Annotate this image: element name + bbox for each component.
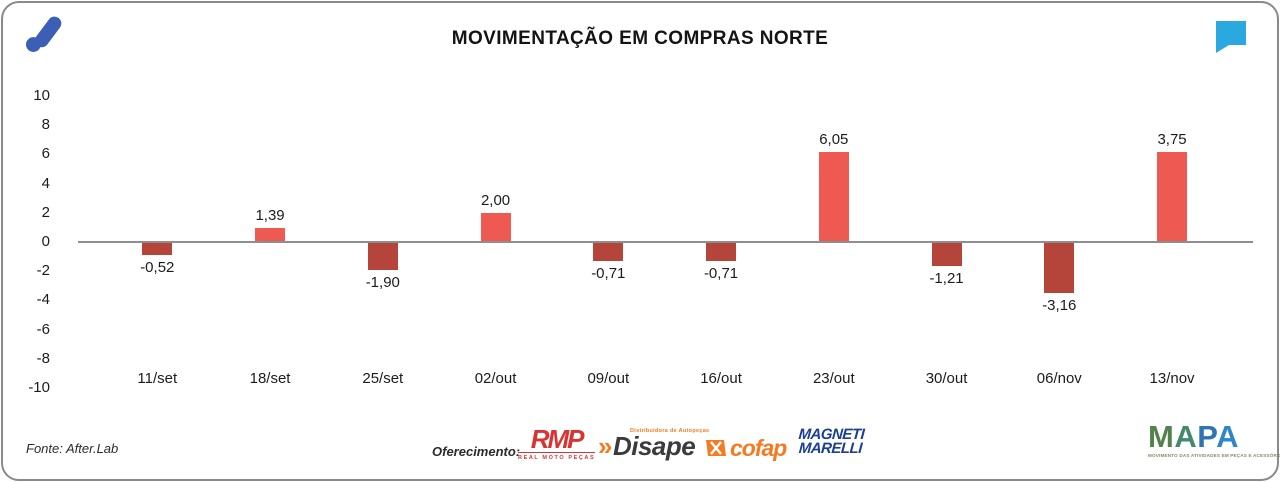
chart-title: MOVIMENTAÇÃO EM COMPRAS NORTE <box>451 28 829 49</box>
bar-value-label: -0,52 <box>140 259 175 276</box>
sponsor-label: Oferecimento: <box>432 444 521 459</box>
mapa-letter: M <box>1148 419 1175 454</box>
y-axis-tick-label: 4 <box>41 174 50 192</box>
rmp-wordmark: RMP <box>530 424 585 454</box>
bar-value-label: 3,75 <box>1157 131 1187 148</box>
mapa-letter: A <box>1174 419 1198 454</box>
bar <box>593 243 624 261</box>
x-axis-label: 23/out <box>812 370 855 387</box>
disape-logo: Distribuidora de Autopeças »Disape <box>598 428 709 460</box>
bar-value-label: -0,71 <box>591 265 626 282</box>
y-axis-tick-label: 0 <box>41 232 50 250</box>
bar-value-label: -3,16 <box>1042 297 1077 314</box>
x-axis-line <box>78 241 1253 243</box>
bar-value-label: 2,00 <box>480 192 511 209</box>
y-axis-tick-label: 2 <box>41 203 50 221</box>
cofap-wordmark: cofap <box>730 435 787 461</box>
mapa-word: MAPA <box>1148 419 1254 454</box>
mapa-letter: A <box>1216 419 1239 454</box>
magneti-line2: MARELLI <box>798 440 863 457</box>
y-axis-tick-label: -6 <box>36 320 50 338</box>
mapa-letter: P <box>1197 419 1217 454</box>
bar-value-label: -1,90 <box>365 274 400 291</box>
bar-value-label: -1,21 <box>929 270 964 287</box>
rmp-subtitle: REAL MOTO PEÇAS <box>518 452 596 461</box>
disape-name: Disape <box>612 431 696 461</box>
afterlab-logo-icon <box>26 16 62 52</box>
y-axis-tick-label: -8 <box>36 349 50 367</box>
bar <box>480 213 511 241</box>
x-axis-label: 13/nov <box>1149 370 1195 387</box>
afterlab-logo <box>26 15 64 53</box>
x-axis-label: 18/set <box>249 370 291 387</box>
rmp-logo: RMP REAL MOTO PEÇAS <box>518 424 596 461</box>
quote-mark-icon <box>1216 20 1246 54</box>
source-note: Fonte: After.Lab <box>26 441 119 456</box>
bar <box>706 243 737 261</box>
cofap-x-icon <box>706 440 726 456</box>
cofap-logo: cofap <box>704 435 787 461</box>
disape-subtitle: Distribuidora de Autopeças <box>630 428 710 434</box>
y-axis-tick-label: -10 <box>28 378 50 396</box>
bar <box>1157 152 1188 241</box>
x-axis-label: 25/set <box>362 370 404 387</box>
bar-value-label: -0,71 <box>703 265 739 282</box>
quote-mark-shape <box>1216 21 1246 53</box>
disape-chevrons-icon: » <box>598 431 612 461</box>
x-axis-label: 11/set <box>137 370 178 387</box>
bar-value-label: 1,39 <box>255 207 285 224</box>
x-axis-label: 16/out <box>700 370 742 387</box>
bar <box>367 243 398 270</box>
x-axis-label: 09/out <box>587 370 630 387</box>
magneti-marelli-logo: MAGNETI MARELLI <box>797 426 865 457</box>
mapa-tagline: MOVIMENTO DAS ATIVIDADES EM PEÇAS E ACES… <box>1148 453 1280 458</box>
y-axis-tick-label: -2 <box>36 262 50 280</box>
y-axis-tick-label: 10 <box>33 87 50 104</box>
x-axis-label: 30/out <box>925 370 968 387</box>
disape-wordmark: »Disape <box>598 431 696 461</box>
x-axis-label: 02/out <box>474 370 517 387</box>
mapa-logo: MAPA MOVIMENTO DAS ATIVIDADES EM PEÇAS E… <box>1148 419 1280 458</box>
bar <box>255 228 286 241</box>
bar-value-label: 6,05 <box>819 131 849 148</box>
x-axis-label: 06/nov <box>1036 370 1082 387</box>
y-axis-tick-label: 6 <box>41 145 50 163</box>
bar <box>1044 243 1075 293</box>
y-axis-tick-label: 8 <box>41 116 50 134</box>
bar <box>818 152 849 241</box>
y-axis-tick-label: -4 <box>36 291 50 309</box>
bar <box>142 243 173 255</box>
bar <box>931 243 962 266</box>
